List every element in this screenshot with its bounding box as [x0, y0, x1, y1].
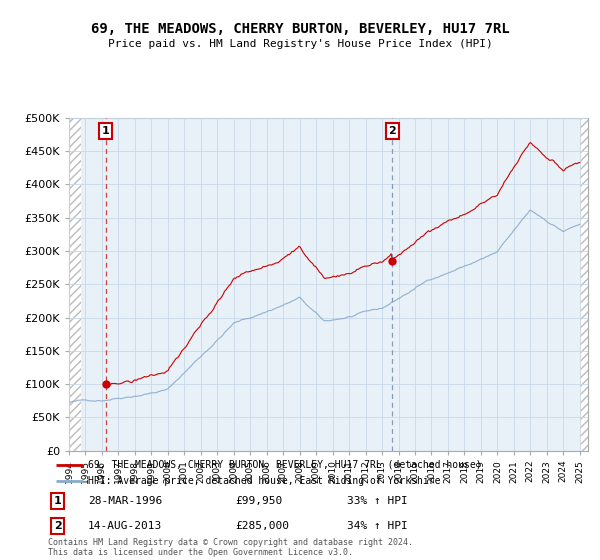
Text: 33% ↑ HPI: 33% ↑ HPI	[347, 496, 408, 506]
Text: 2: 2	[388, 126, 396, 136]
Text: £99,950: £99,950	[235, 496, 282, 506]
Text: 69, THE MEADOWS, CHERRY BURTON, BEVERLEY, HU17 7RL (detached house): 69, THE MEADOWS, CHERRY BURTON, BEVERLEY…	[88, 460, 482, 470]
Bar	[69, 118, 80, 451]
Text: 1: 1	[102, 126, 110, 136]
Bar	[580, 118, 588, 451]
Text: £285,000: £285,000	[235, 521, 289, 531]
Text: 1: 1	[54, 496, 61, 506]
Text: 69, THE MEADOWS, CHERRY BURTON, BEVERLEY, HU17 7RL: 69, THE MEADOWS, CHERRY BURTON, BEVERLEY…	[91, 22, 509, 36]
Text: HPI: Average price, detached house, East Riding of Yorkshire: HPI: Average price, detached house, East…	[88, 476, 440, 486]
Text: 14-AUG-2013: 14-AUG-2013	[88, 521, 162, 531]
Text: 28-MAR-1996: 28-MAR-1996	[88, 496, 162, 506]
Text: Contains HM Land Registry data © Crown copyright and database right 2024.
This d: Contains HM Land Registry data © Crown c…	[48, 538, 413, 557]
Text: 34% ↑ HPI: 34% ↑ HPI	[347, 521, 408, 531]
Text: 2: 2	[54, 521, 61, 531]
Text: Price paid vs. HM Land Registry's House Price Index (HPI): Price paid vs. HM Land Registry's House …	[107, 39, 493, 49]
